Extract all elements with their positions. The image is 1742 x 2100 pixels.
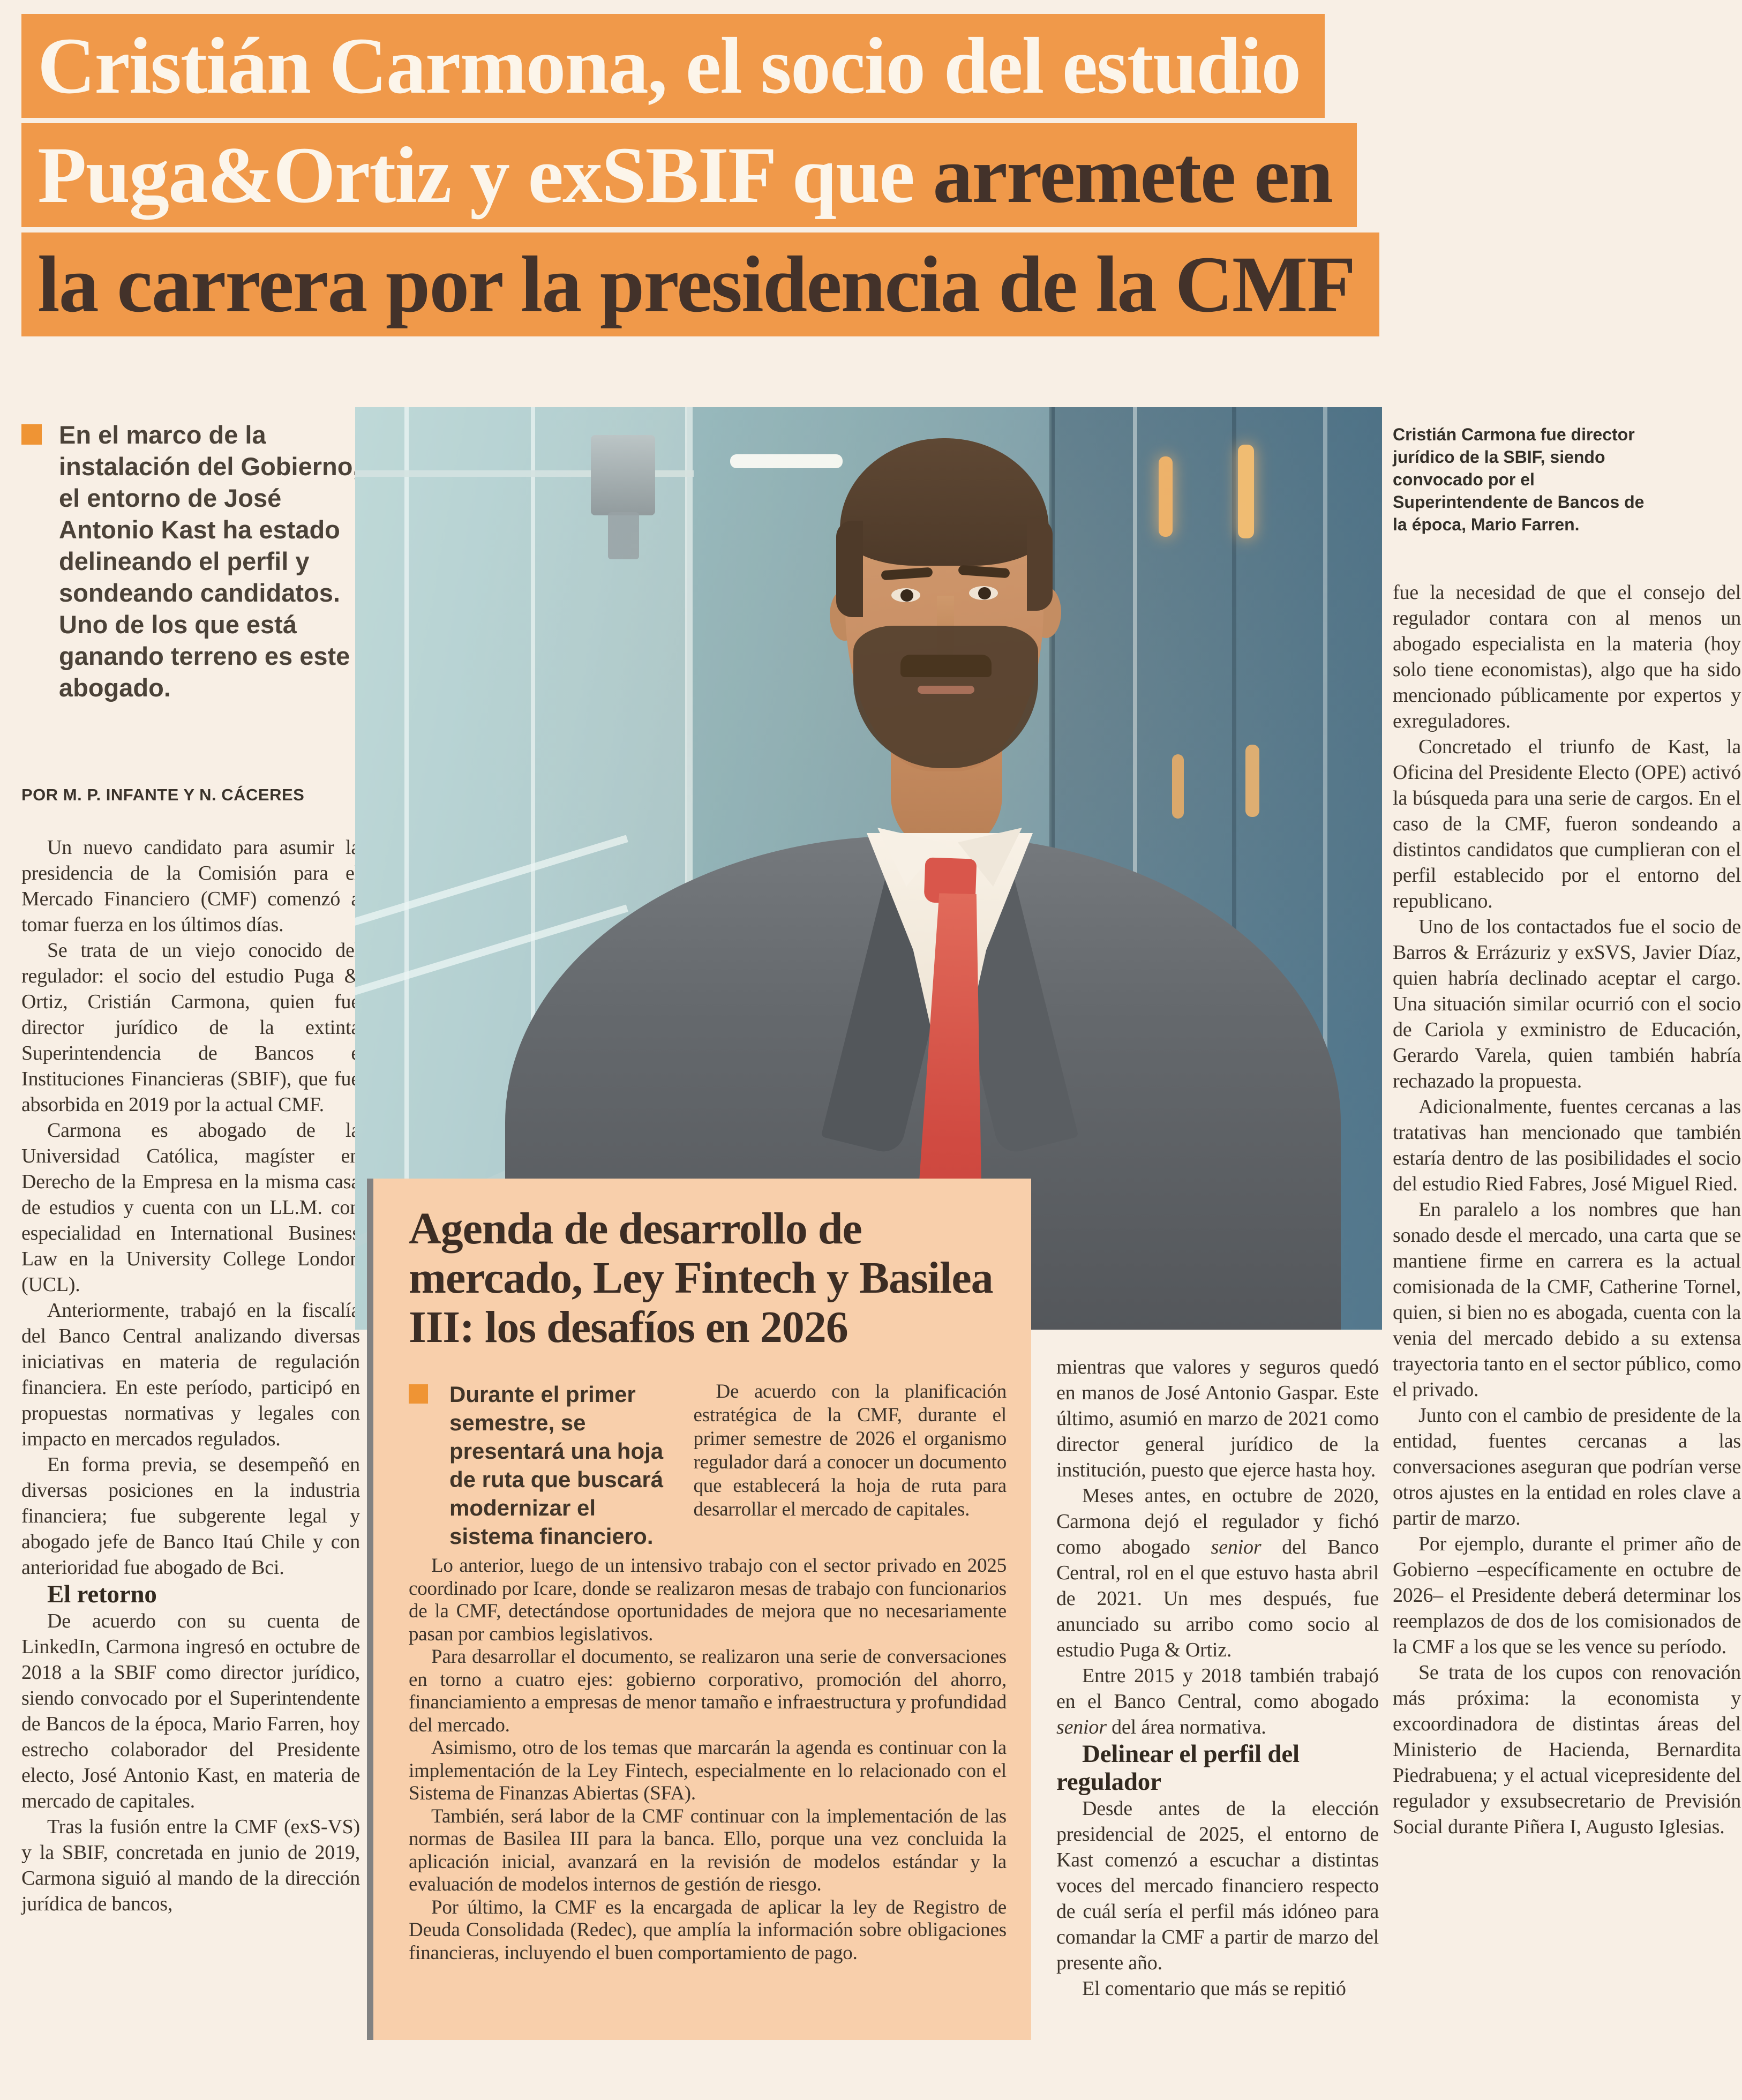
article-headline: Cristián Carmona, el socio del estudio P…: [21, 14, 1380, 342]
orange-square-bullet-icon: [409, 1384, 428, 1404]
paragraph: Tras la fusión entre la CMF (exS-VS) y l…: [21, 1816, 360, 1915]
photo-caption: Cristián Carmona fue director jurídico d…: [1393, 425, 1645, 534]
agenda-bullet-summary: Durante el primer semestre, se presentar…: [409, 1380, 682, 1550]
headline-line-2-dark: arremete en: [933, 131, 1333, 220]
paragraph: También, será labor de la CMF continuar …: [409, 1805, 1007, 1896]
headline-line-1: Cristián Carmona, el socio del estudio: [21, 14, 1325, 118]
headline-line-2: Puga&Ortiz y exSBIF que arremete en: [21, 123, 1357, 227]
byline: POR M. P. INFANTE Y N. CÁCERES: [21, 785, 305, 804]
agenda-two-columns: Durante el primer semestre, se presentar…: [409, 1380, 1007, 1550]
window-mullion: [1323, 407, 1327, 1330]
window-mullion: [404, 407, 409, 1330]
person-pupil: [900, 589, 913, 602]
lede-summary: En el marco de la instalación del Gobier…: [21, 419, 360, 703]
paragraph: Se trata de un viejo conocido del regula…: [21, 939, 360, 1116]
agenda-bullet-text: Durante el primer semestre, se presentar…: [449, 1382, 664, 1549]
paragraph: Uno de los contactados fue el socio de B…: [1393, 916, 1741, 1092]
warm-light-reflection: [1238, 445, 1254, 538]
body-column-4: fue la necesidad de que el consejo del r…: [1393, 580, 1741, 1840]
paragraph: En paralelo a los nombres que han sonado…: [1393, 1198, 1741, 1401]
window-mullion: [1232, 407, 1236, 1330]
paragraph: Meses antes, en octubre de 2020, Carmona…: [1056, 1483, 1379, 1663]
headline-line-3: la carrera por la presidencia de la CMF: [21, 232, 1380, 336]
paragraph: Para desarrollar el documento, se realiz…: [409, 1646, 1007, 1736]
paragraph: Carmona es abogado de la Universidad Cat…: [21, 1119, 360, 1296]
paragraph: El comentario que más se repitió: [1082, 1977, 1346, 2000]
ceiling-light: [730, 454, 843, 468]
lede-text: En el marco de la instalación del Gobier…: [59, 421, 360, 702]
person-hair-side: [836, 521, 863, 617]
agenda-box-title: Agenda de desarrollo de mercado, Ley Fin…: [409, 1204, 994, 1352]
text-run: Entre 2015 y 2018 también trabajó en el …: [1056, 1664, 1379, 1713]
metal-fixture: [608, 512, 639, 559]
person-mustache: [900, 655, 992, 677]
body-column-3: mientras que valores y seguros quedó en …: [1056, 1354, 1379, 2001]
paragraph: Desde antes de la elección presidencial …: [1056, 1797, 1379, 1974]
paragraph: Un nuevo candidato para asumir la presid…: [21, 836, 360, 936]
paragraph: De acuerdo con su cuenta de LinkedIn, Ca…: [21, 1610, 360, 1812]
agenda-sidebar-box: Agenda de desarrollo de mercado, Ley Fin…: [367, 1179, 1031, 2040]
person-mouth: [918, 686, 974, 694]
paragraph: Junto con el cambio de presidente de la …: [1393, 1404, 1741, 1529]
text-run: del Banco Central, rol en el que estuvo …: [1056, 1536, 1379, 1661]
text-run: Meses antes, en octubre de 2020, Carmona…: [1056, 1484, 1379, 1558]
agenda-body-text: Lo anterior, luego de un intensivo traba…: [409, 1555, 1007, 1964]
paragraph: Asimismo, otro de los temas que marcarán…: [409, 1737, 1007, 1804]
paragraph: Entre 2015 y 2018 también trabajó en el …: [1056, 1663, 1379, 1740]
section-heading-el-retorno: El retorno: [47, 1580, 157, 1608]
text-run: del área normativa.: [1106, 1716, 1266, 1738]
headline-line-2-white: Puga&Ortiz y exSBIF que: [37, 131, 933, 220]
person-beard: [853, 626, 1038, 768]
paragraph: Concretado el triunfo de Kast, la Oficin…: [1393, 736, 1741, 912]
paragraph: mientras que valores y seguros quedó en …: [1056, 1356, 1379, 1481]
paragraph: Por último, la CMF es la encargada de ap…: [409, 1896, 1007, 1964]
warm-light-reflection: [1172, 754, 1184, 819]
window-mullion: [1133, 407, 1137, 1330]
paragraph: Se trata de los cupos con renovación más…: [1393, 1661, 1741, 1838]
italic-senior: senior: [1211, 1536, 1262, 1558]
warm-light-reflection: [1159, 456, 1173, 537]
photo-cristian-carmona: [355, 407, 1382, 1330]
warm-light-reflection: [1245, 745, 1259, 817]
metal-fixture: [591, 435, 655, 515]
body-column-1: Un nuevo candidato para asumir la presid…: [21, 835, 360, 1917]
paragraph: Anteriormente, trabajó en la fiscalía de…: [21, 1299, 360, 1450]
paragraph: En forma previa, se desempeñó en diversa…: [21, 1453, 360, 1579]
orange-square-bullet-icon: [21, 424, 42, 445]
paragraph: Adicionalmente, fuentes cercanas a las t…: [1393, 1096, 1741, 1195]
section-heading-delinear-perfil: Delinear el perfil del regulador: [1056, 1740, 1300, 1796]
paragraph: De acuerdo con la planificación estratég…: [693, 1381, 1007, 1520]
agenda-intro-column: De acuerdo con la planificación estratég…: [693, 1380, 1007, 1550]
paragraph: Lo anterior, luego de un intensivo traba…: [409, 1555, 1007, 1645]
person-hair-side: [1027, 519, 1053, 611]
person-pupil: [978, 587, 991, 599]
paragraph: Por ejemplo, durante el primer año de Go…: [1393, 1533, 1741, 1658]
paragraph: fue la necesidad de que el consejo del r…: [1393, 581, 1741, 732]
italic-senior: senior: [1056, 1716, 1107, 1738]
